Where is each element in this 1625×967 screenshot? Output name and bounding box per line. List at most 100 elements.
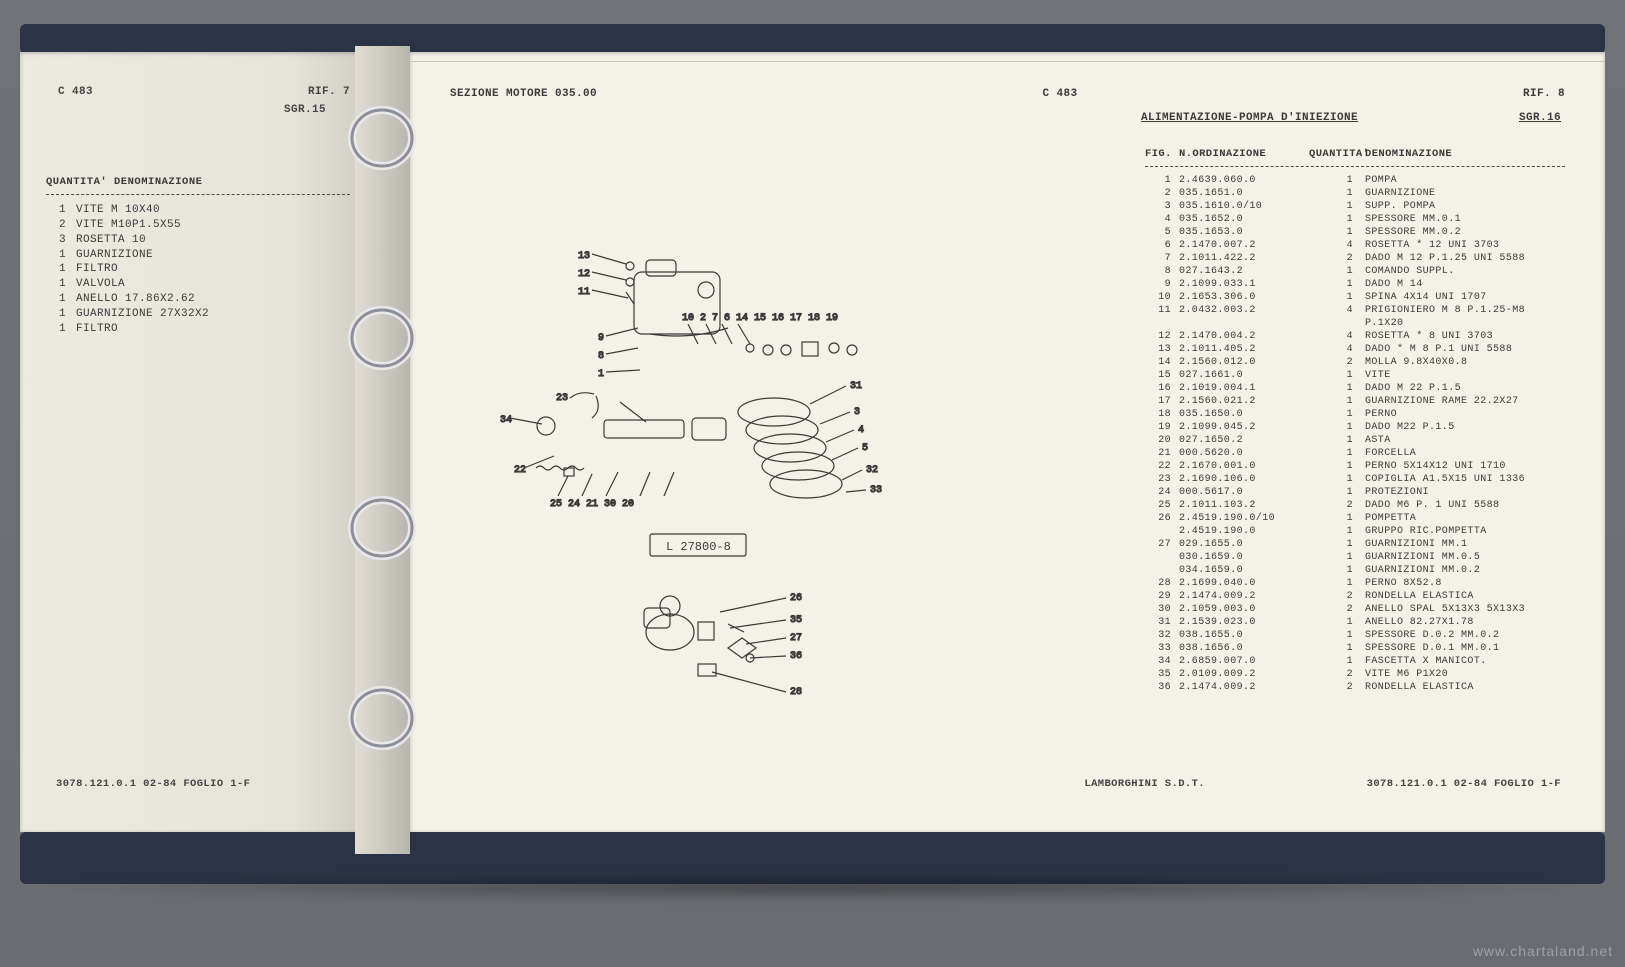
desc: PERNO [1365,408,1565,421]
qty: 1 [1309,395,1365,408]
svg-text:32: 32 [866,465,878,476]
fig: 19 [1145,421,1179,434]
fig: 12 [1145,330,1179,343]
order-no: 2.4519.190.0/10 [1179,512,1309,525]
right-sgr: SGR.16 [1519,112,1561,124]
desc: RONDELLA ELASTICA [1365,590,1565,603]
right-code: C 483 [1043,88,1078,100]
qty: 2 [1309,499,1365,512]
table-row: 62.1470.007.24ROSETTA * 12 UNI 3703 [1145,239,1565,252]
table-row: 162.1019.004.11DADO M 22 P.1.5 [1145,382,1565,395]
desc: ANELLO SPAL 5X13X3 5X13X3 [1365,603,1565,616]
order-no: 2.0432.003.2 [1179,304,1309,330]
desc: GUARNIZIONE RAME 22.2X27 [1365,395,1565,408]
order-no: 034.1659.0 [1179,564,1309,577]
table-row: 292.1474.009.22RONDELLA ELASTICA [1145,590,1565,603]
fig: 14 [1145,356,1179,369]
qty: 1 [1309,174,1365,187]
fig: 9 [1145,278,1179,291]
fig [1145,551,1179,564]
qty: 2 [1309,603,1365,616]
svg-text:22: 22 [514,465,526,476]
fig: 8 [1145,265,1179,278]
table-row: 282.1699.040.01PERNO 8X52.8 [1145,577,1565,590]
fig: 15 [1145,369,1179,382]
order-no: 038.1655.0 [1179,629,1309,642]
qty: 1 [1309,213,1365,226]
table-row: 312.1539.023.01ANELLO 82.27X1.78 [1145,616,1565,629]
qty: 1 [1309,629,1365,642]
fig: 23 [1145,473,1179,486]
svg-text:12: 12 [578,269,590,280]
desc: DADO M 14 [1365,278,1565,291]
svg-text:L 27800-8: L 27800-8 [666,540,731,554]
table-row: 15027.1661.01VITE [1145,369,1565,382]
order-no: 035.1653.0 [1179,226,1309,239]
desc: PROTEZIONI [1365,486,1565,499]
qty: 2 [1309,681,1365,694]
svg-text:35: 35 [790,615,802,626]
table-row: 232.1690.106.01COPIGLIA A1.5X15 UNI 1336 [1145,473,1565,486]
order-no: 2.4519.190.0 [1179,525,1309,538]
fig: 13 [1145,343,1179,356]
qty: 1 [1309,655,1365,668]
fig: 35 [1145,668,1179,681]
qty: 3 [46,233,76,248]
fig: 26 [1145,512,1179,525]
table-row: 20027.1650.21ASTA [1145,434,1565,447]
exploded-diagram: 13 12 11 10 2 7 6 14 15 16 17 18 19 [450,172,970,732]
order-no: 2.1670.001.0 [1179,460,1309,473]
table-row: 362.1474.009.22RONDELLA ELASTICA [1145,681,1565,694]
qty: 1 [1309,200,1365,213]
qty: 1 [1309,265,1365,278]
desc: GUARNIZIONE [1365,187,1565,200]
qty: 1 [1309,512,1365,525]
qty: 1 [46,203,76,218]
qty: 1 [46,277,76,292]
desc: SPESSORE D.0.1 MM.0.1 [1365,642,1565,655]
order-no: 2.1474.009.2 [1179,681,1309,694]
assembly-title: ALIMENTAZIONE-POMPA D'INIEZIONE [1141,112,1358,124]
desc: FORCELLA [1365,447,1565,460]
table-row: 102.1653.306.01SPINA 4X14 UNI 1707 [1145,291,1565,304]
svg-text:8: 8 [598,351,604,362]
desc: ROSETTA 10 [76,233,350,248]
qty: 1 [1309,551,1365,564]
order-no: 029.1655.0 [1179,538,1309,551]
watermark: www.chartaland.net [1473,943,1613,959]
table-row: 32038.1655.01SPESSORE D.0.2 MM.0.2 [1145,629,1565,642]
table-row: 4035.1652.01SPESSORE MM.0.1 [1145,213,1565,226]
table-row: 3035.1610.0/101SUPP. POMPA [1145,200,1565,213]
desc: DADO M 22 P.1.5 [1365,382,1565,395]
order-no: 2.1470.007.2 [1179,239,1309,252]
table-row: 030.1659.01GUARNIZIONI MM.0.5 [1145,551,1565,564]
binder-ring-icon [346,304,418,372]
fig: 31 [1145,616,1179,629]
desc: DADO M 12 P.1.25 UNI 5588 [1365,252,1565,265]
col-desc: DENOMINAZIONE [1365,148,1565,160]
fig: 1 [1145,174,1179,187]
table-row: 342.6859.007.01FASCETTA X MANICOT. [1145,655,1565,668]
table-row: 1VITE M 10X40 [46,203,350,218]
table-row: 1ANELLO 17.86X2.62 [46,292,350,307]
col-fig: FIG. [1145,148,1179,160]
order-no: 000.5620.0 [1179,447,1309,460]
table-row: 33038.1656.01SPESSORE D.0.1 MM.0.1 [1145,642,1565,655]
fig: 7 [1145,252,1179,265]
table-row: 24000.5617.01PROTEZIONI [1145,486,1565,499]
qty: 1 [1309,447,1365,460]
left-code: C 483 [58,86,93,98]
order-no: 2.1699.040.0 [1179,577,1309,590]
fig: 6 [1145,239,1179,252]
desc: SPINA 4X14 UNI 1707 [1365,291,1565,304]
left-rif: RIF. 7 [308,86,350,98]
fig [1145,564,1179,577]
fig: 21 [1145,447,1179,460]
order-no: 035.1652.0 [1179,213,1309,226]
qty: 4 [1309,330,1365,343]
fig [1145,525,1179,538]
svg-text:26: 26 [790,593,802,604]
fig: 28 [1145,577,1179,590]
qty: 1 [1309,382,1365,395]
left-header: C 483 RIF. 7 SGR.15 [58,86,350,116]
